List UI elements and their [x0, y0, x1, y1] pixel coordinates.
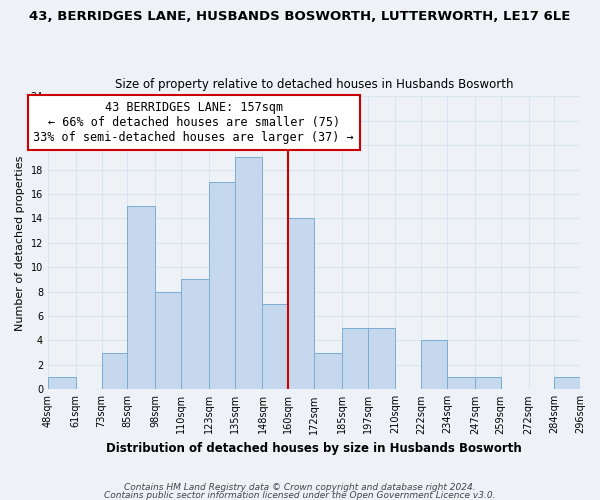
- Text: Contains HM Land Registry data © Crown copyright and database right 2024.: Contains HM Land Registry data © Crown c…: [124, 484, 476, 492]
- Text: Contains public sector information licensed under the Open Government Licence v3: Contains public sector information licen…: [104, 490, 496, 500]
- Text: 43 BERRIDGES LANE: 157sqm
← 66% of detached houses are smaller (75)
33% of semi-: 43 BERRIDGES LANE: 157sqm ← 66% of detac…: [34, 101, 354, 144]
- Bar: [475, 377, 500, 390]
- Bar: [48, 377, 76, 390]
- Bar: [368, 328, 395, 390]
- Bar: [314, 352, 342, 390]
- Text: 43, BERRIDGES LANE, HUSBANDS BOSWORTH, LUTTERWORTH, LE17 6LE: 43, BERRIDGES LANE, HUSBANDS BOSWORTH, L…: [29, 10, 571, 23]
- Bar: [181, 280, 209, 390]
- Bar: [155, 292, 181, 390]
- Title: Size of property relative to detached houses in Husbands Bosworth: Size of property relative to detached ho…: [115, 78, 513, 91]
- X-axis label: Distribution of detached houses by size in Husbands Bosworth: Distribution of detached houses by size …: [106, 442, 522, 455]
- Bar: [209, 182, 235, 390]
- Bar: [421, 340, 447, 390]
- Bar: [288, 218, 314, 390]
- Bar: [101, 352, 127, 390]
- Bar: [235, 158, 262, 390]
- Y-axis label: Number of detached properties: Number of detached properties: [15, 155, 25, 330]
- Bar: [262, 304, 288, 390]
- Bar: [554, 377, 580, 390]
- Bar: [127, 206, 155, 390]
- Bar: [447, 377, 475, 390]
- Bar: [342, 328, 368, 390]
